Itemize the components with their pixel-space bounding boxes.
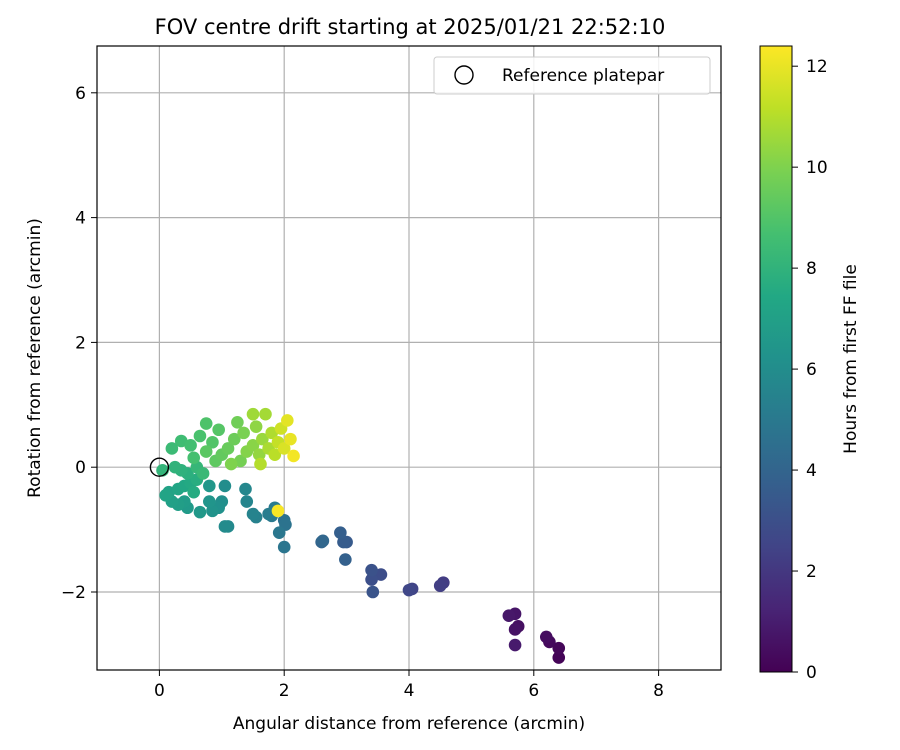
data-point xyxy=(277,540,291,554)
data-point xyxy=(212,423,225,437)
data-point xyxy=(277,442,291,455)
data-point xyxy=(334,526,347,540)
data-point xyxy=(221,442,235,455)
data-point xyxy=(240,495,254,508)
data-point xyxy=(224,457,238,471)
data-point xyxy=(199,445,213,458)
data-point xyxy=(252,448,266,462)
data-point xyxy=(246,407,260,421)
data-point xyxy=(508,623,522,636)
data-point xyxy=(365,573,378,586)
x-tick-label: 2 xyxy=(279,681,290,701)
colorbar-tick-label: 12 xyxy=(806,57,828,77)
data-point xyxy=(203,495,216,508)
data-point xyxy=(265,426,279,440)
grid-lines xyxy=(97,46,721,670)
data-point xyxy=(552,651,566,664)
colorbar-tick-label: 0 xyxy=(806,663,817,683)
colorbar: 0 2 4 6 8 10 12 Hours from first FF file xyxy=(759,45,861,683)
colorbar-label: Hours from first FF file xyxy=(841,264,861,454)
data-point xyxy=(231,415,244,429)
x-axis-label: Angular distance from reference (arcmin) xyxy=(233,714,585,734)
data-point xyxy=(156,464,169,477)
reference-circle xyxy=(149,457,170,477)
legend-box xyxy=(433,56,711,95)
data-point xyxy=(271,504,285,518)
data-point xyxy=(227,432,241,446)
data-point xyxy=(433,579,447,593)
data-point xyxy=(187,451,201,465)
x-axis-ticks: 0 2 4 6 8 xyxy=(154,670,664,701)
y-tick-label: 2 xyxy=(75,333,86,353)
data-point xyxy=(174,434,188,448)
data-point xyxy=(287,449,300,463)
data-point xyxy=(284,432,297,446)
x-tick-label: 4 xyxy=(404,681,415,701)
data-point xyxy=(199,417,213,430)
y-tick-label: −2 xyxy=(61,583,86,603)
data-point xyxy=(552,641,566,655)
data-point xyxy=(502,609,516,623)
data-point xyxy=(184,439,197,452)
data-point xyxy=(539,630,553,644)
data-point xyxy=(168,460,182,474)
data-point xyxy=(366,585,380,599)
legend-entry-reference-platepar: Reference platepar xyxy=(502,66,664,86)
data-point xyxy=(206,435,219,449)
data-point xyxy=(187,485,201,499)
data-point xyxy=(159,488,172,502)
data-point xyxy=(249,420,263,433)
data-point xyxy=(193,505,207,519)
x-tick-label: 8 xyxy=(653,681,664,701)
data-point xyxy=(281,414,294,427)
data-point xyxy=(246,507,260,521)
data-point xyxy=(272,526,286,540)
x-tick-label: 0 xyxy=(154,681,165,701)
colorbar-tick-label: 8 xyxy=(806,259,817,279)
data-point xyxy=(339,553,352,566)
data-point xyxy=(165,442,179,455)
colorbar-tick-label: 2 xyxy=(806,562,817,582)
reference-platepar-marker xyxy=(149,457,170,477)
data-point xyxy=(268,448,282,462)
colorbar-ticks: 0 2 4 6 8 10 12 xyxy=(792,57,828,683)
data-point xyxy=(218,479,232,493)
data-point xyxy=(402,583,416,597)
data-point xyxy=(203,479,216,493)
legend: Reference platepar xyxy=(433,56,711,95)
y-tick-label: 6 xyxy=(75,84,86,104)
data-point xyxy=(365,563,378,577)
colorbar-tick-label: 6 xyxy=(806,360,817,380)
data-point xyxy=(196,467,210,480)
data-point xyxy=(259,407,272,421)
y-tick-label: 4 xyxy=(75,209,86,229)
data-point xyxy=(237,426,250,440)
data-point xyxy=(218,520,232,533)
data-point xyxy=(254,457,267,471)
chart-title: FOV centre drift starting at 2025/01/21 … xyxy=(155,15,666,39)
y-axis-label: Rotation from reference (arcmin) xyxy=(25,218,45,498)
y-axis-ticks: −2 0 2 4 6 xyxy=(61,84,97,603)
data-point xyxy=(256,432,269,446)
data-point xyxy=(508,638,522,652)
legend-marker xyxy=(454,65,474,85)
x-tick-label: 6 xyxy=(528,681,539,701)
colorbar-gradient xyxy=(759,45,793,673)
data-point xyxy=(193,429,207,443)
data-point xyxy=(239,482,252,496)
data-point xyxy=(316,534,330,548)
data-points xyxy=(156,407,566,664)
y-tick-label: 0 xyxy=(75,458,86,478)
data-point xyxy=(246,439,260,452)
data-point xyxy=(374,568,388,581)
colorbar-tick-label: 4 xyxy=(806,461,817,481)
colorbar-tick-label: 10 xyxy=(806,158,828,178)
